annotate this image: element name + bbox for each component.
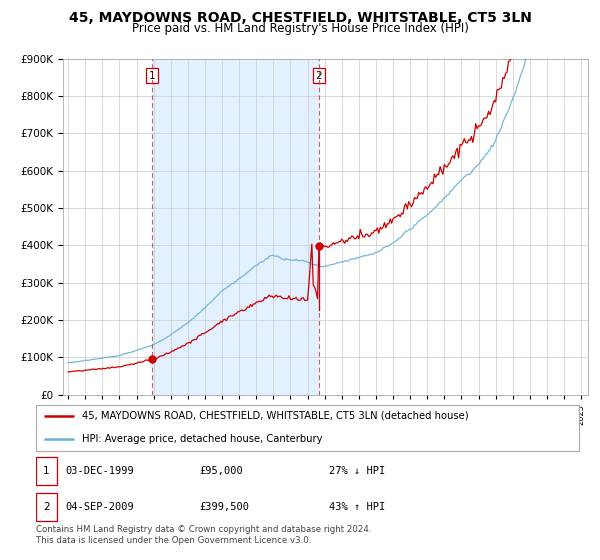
FancyBboxPatch shape	[36, 405, 579, 451]
Text: 43% ↑ HPI: 43% ↑ HPI	[329, 502, 385, 512]
Text: 27% ↓ HPI: 27% ↓ HPI	[329, 466, 385, 476]
Text: 2: 2	[316, 71, 322, 81]
Text: 03-DEC-1999: 03-DEC-1999	[66, 466, 134, 476]
Text: 1: 1	[43, 466, 50, 476]
FancyBboxPatch shape	[36, 493, 56, 521]
FancyBboxPatch shape	[36, 457, 56, 486]
Text: 04-SEP-2009: 04-SEP-2009	[66, 502, 134, 512]
Bar	[152, 59, 319, 395]
Text: 2: 2	[43, 502, 50, 512]
Point	[314, 241, 324, 250]
Text: Contains HM Land Registry data © Crown copyright and database right 2024.
This d: Contains HM Land Registry data © Crown c…	[36, 525, 371, 545]
Text: £95,000: £95,000	[199, 466, 242, 476]
Text: HPI: Average price, detached house, Canterbury: HPI: Average price, detached house, Cant…	[82, 434, 323, 444]
Text: £399,500: £399,500	[199, 502, 249, 512]
Text: Price paid vs. HM Land Registry's House Price Index (HPI): Price paid vs. HM Land Registry's House …	[131, 22, 469, 35]
Text: 45, MAYDOWNS ROAD, CHESTFIELD, WHITSTABLE, CT5 3LN (detached house): 45, MAYDOWNS ROAD, CHESTFIELD, WHITSTABL…	[82, 411, 469, 421]
Text: 1: 1	[149, 71, 155, 81]
Text: 45, MAYDOWNS ROAD, CHESTFIELD, WHITSTABLE, CT5 3LN: 45, MAYDOWNS ROAD, CHESTFIELD, WHITSTABL…	[68, 11, 532, 25]
Point	[148, 355, 157, 364]
